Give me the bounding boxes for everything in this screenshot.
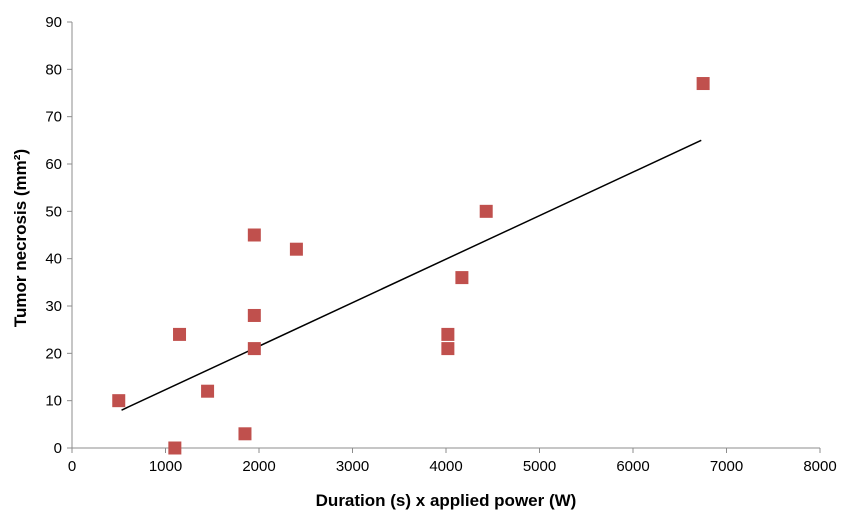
data-point bbox=[201, 384, 215, 398]
x-tick-label: 3000 bbox=[336, 458, 369, 475]
data-point bbox=[238, 427, 252, 441]
y-tick-label: 30 bbox=[45, 298, 62, 315]
y-tick-label: 40 bbox=[45, 251, 62, 268]
data-point bbox=[479, 204, 493, 218]
trendline bbox=[121, 139, 702, 411]
x-tick-label: 6000 bbox=[616, 458, 649, 475]
y-tick-label: 20 bbox=[45, 345, 62, 362]
y-tick-label: 60 bbox=[45, 156, 62, 173]
x-tick-label: 5000 bbox=[523, 458, 556, 475]
data-point bbox=[247, 342, 261, 356]
y-tick-label: 70 bbox=[45, 109, 62, 126]
data-point bbox=[441, 327, 455, 341]
data-point bbox=[173, 327, 187, 341]
x-tick-label: 0 bbox=[68, 458, 76, 475]
data-point bbox=[247, 228, 261, 242]
y-tick-label: 80 bbox=[45, 61, 62, 78]
y-axis-title: Tumor necrosis (mm²) bbox=[11, 149, 30, 327]
data-point bbox=[289, 242, 303, 256]
data-points bbox=[112, 77, 710, 455]
data-point bbox=[247, 308, 261, 322]
data-point bbox=[696, 77, 710, 91]
x-axis-title: Duration (s) x applied power (W) bbox=[316, 491, 577, 510]
y-tick-label: 50 bbox=[45, 203, 62, 220]
data-point bbox=[112, 394, 126, 408]
data-point bbox=[455, 271, 469, 285]
y-tick-label: 10 bbox=[45, 393, 62, 410]
y-axis-ticks: 0 10 20 30 40 50 60 70 80 90 bbox=[45, 14, 72, 457]
x-tick-label: 7000 bbox=[710, 458, 743, 475]
x-tick-label: 1000 bbox=[149, 458, 182, 475]
x-tick-label: 2000 bbox=[242, 458, 275, 475]
data-point bbox=[441, 342, 455, 356]
data-point bbox=[168, 441, 182, 455]
y-tick-label: 0 bbox=[54, 440, 62, 457]
x-axis-ticks: 0 1000 2000 3000 4000 5000 6000 7000 8000 bbox=[68, 448, 837, 475]
y-tick-label: 90 bbox=[45, 14, 62, 31]
x-tick-label: 4000 bbox=[429, 458, 462, 475]
x-tick-label: 8000 bbox=[803, 458, 836, 475]
